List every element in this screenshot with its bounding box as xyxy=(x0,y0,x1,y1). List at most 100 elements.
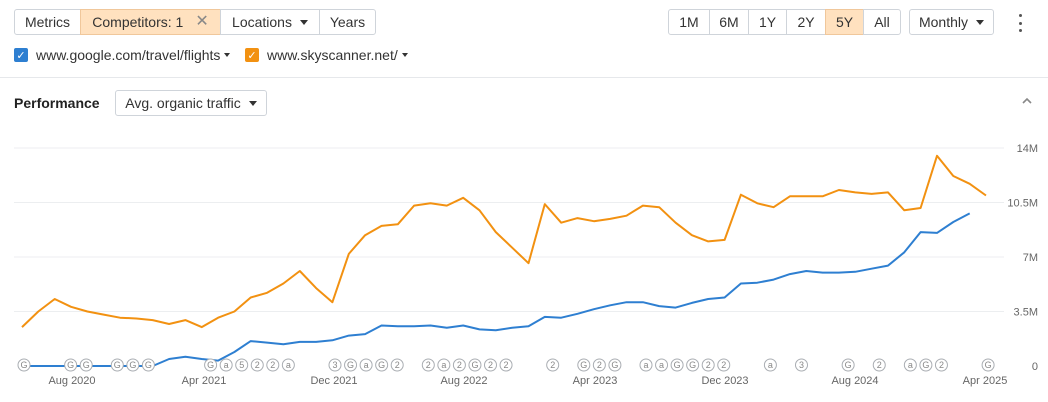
annotation-marker[interactable]: 2 xyxy=(250,358,264,372)
annotation-marker[interactable]: G xyxy=(126,358,140,372)
svg-text:G: G xyxy=(114,360,121,370)
x-tick-label: Aug 2024 xyxy=(831,375,878,387)
svg-text:3: 3 xyxy=(799,360,804,370)
x-tick-label: Apr 2023 xyxy=(573,375,618,387)
annotation-marker[interactable]: 2 xyxy=(546,358,560,372)
svg-text:G: G xyxy=(67,360,74,370)
annotation-marker[interactable]: 2 xyxy=(872,358,886,372)
svg-text:G: G xyxy=(985,360,992,370)
svg-text:a: a xyxy=(643,360,648,370)
chevron-down-icon[interactable] xyxy=(224,53,231,57)
range-5y-button[interactable]: 5Y xyxy=(825,9,864,35)
annotation-marker[interactable]: G xyxy=(79,358,93,372)
annotation-marker[interactable]: G xyxy=(110,358,124,372)
range-all-button[interactable]: All xyxy=(863,9,901,35)
annotation-marker[interactable]: G xyxy=(17,358,31,372)
svg-text:2: 2 xyxy=(395,360,400,370)
annotation-marker[interactable]: a xyxy=(763,358,777,372)
annotation-marker[interactable]: a xyxy=(437,358,451,372)
svg-text:G: G xyxy=(378,360,385,370)
annotation-marker[interactable]: a xyxy=(219,358,233,372)
range-label: All xyxy=(874,14,890,30)
svg-text:a: a xyxy=(659,360,664,370)
svg-text:5: 5 xyxy=(239,360,244,370)
x-tick-label: Dec 2021 xyxy=(310,375,357,387)
chevron-up-icon[interactable] xyxy=(1022,96,1032,106)
metric-select-label: Avg. organic traffic xyxy=(125,95,241,111)
svg-text:G: G xyxy=(689,360,696,370)
annotation-marker[interactable]: 2 xyxy=(452,358,466,372)
annotation-marker[interactable]: 2 xyxy=(266,358,280,372)
range-2y-button[interactable]: 2Y xyxy=(786,9,826,35)
chevron-down-icon[interactable] xyxy=(401,53,408,57)
annotation-marker[interactable]: G xyxy=(577,358,591,372)
checkbox-checked-icon[interactable]: ✓ xyxy=(14,48,28,62)
locations-button[interactable]: Locations xyxy=(220,9,320,35)
legend-google-label: www.google.com/travel/flights xyxy=(36,47,221,63)
more-options-icon[interactable] xyxy=(1016,14,1024,32)
close-icon[interactable]: ✕ xyxy=(195,13,209,30)
svg-text:2: 2 xyxy=(488,360,493,370)
annotation-marker[interactable]: a xyxy=(903,358,917,372)
svg-text:3: 3 xyxy=(332,360,337,370)
annotation-marker[interactable]: 2 xyxy=(390,358,404,372)
annotation-marker[interactable]: 2 xyxy=(484,358,497,372)
annotation-marker[interactable]: 2 xyxy=(499,358,513,372)
interval-label: Monthly xyxy=(918,14,969,30)
annotation-marker[interactable]: 2 xyxy=(934,358,948,372)
range-1m-button[interactable]: 1M xyxy=(668,9,710,35)
metrics-label: Metrics xyxy=(24,14,71,30)
legend-skyscanner[interactable]: ✓ www.skyscanner.net/ xyxy=(245,47,408,63)
svg-text:2: 2 xyxy=(550,360,555,370)
svg-text:a: a xyxy=(224,360,229,370)
interval-select[interactable]: Monthly xyxy=(909,9,994,35)
annotation-marker[interactable]: 3 xyxy=(795,358,808,372)
x-tick-label: Dec 2023 xyxy=(701,375,748,387)
legend-google[interactable]: ✓ www.google.com/travel/flights xyxy=(14,47,231,63)
range-label: 6M xyxy=(719,14,739,30)
svg-text:a: a xyxy=(768,360,773,370)
annotation-marker[interactable]: G xyxy=(141,358,155,372)
annotation-marker[interactable]: a xyxy=(655,358,669,372)
annotation-marker[interactable]: G xyxy=(64,358,78,372)
series-line[interactable] xyxy=(22,212,971,367)
annotation-marker[interactable]: a xyxy=(359,358,373,372)
annotation-marker[interactable]: a xyxy=(639,358,653,372)
competitors-button[interactable]: Competitors: 1 ✕ xyxy=(80,9,221,35)
annotation-marker[interactable]: G xyxy=(468,358,482,372)
series-line[interactable] xyxy=(21,154,987,329)
checkbox-checked-icon[interactable]: ✓ xyxy=(245,48,259,62)
panel-title: Performance xyxy=(14,95,100,111)
metrics-button[interactable]: Metrics xyxy=(14,9,81,35)
range-6m-button[interactable]: 6M xyxy=(709,9,749,35)
svg-text:a: a xyxy=(908,360,913,370)
range-label: 1M xyxy=(679,14,699,30)
annotation-marker[interactable]: G xyxy=(981,358,995,372)
locations-label: Locations xyxy=(232,14,292,30)
annotation-marker[interactable]: 5 xyxy=(235,358,249,372)
annotation-marker[interactable]: 3 xyxy=(328,358,342,372)
range-1y-button[interactable]: 1Y xyxy=(748,9,787,35)
annotation-marker[interactable]: 2 xyxy=(701,358,715,372)
annotation-marker[interactable]: G xyxy=(670,358,684,372)
annotation-marker[interactable]: G xyxy=(375,358,389,372)
svg-text:2: 2 xyxy=(721,360,726,370)
svg-text:G: G xyxy=(611,360,618,370)
annotation-marker[interactable]: G xyxy=(841,358,855,372)
range-label: 2Y xyxy=(797,14,815,30)
annotation-marker[interactable]: G xyxy=(344,358,358,372)
svg-text:G: G xyxy=(845,360,852,370)
annotation-marker[interactable]: G xyxy=(686,358,700,372)
svg-text:2: 2 xyxy=(426,360,431,370)
svg-text:2: 2 xyxy=(457,360,462,370)
annotation-marker[interactable]: G xyxy=(204,358,218,372)
years-label: Years xyxy=(329,14,366,30)
annotation-marker[interactable]: 2 xyxy=(421,358,435,372)
annotation-marker[interactable]: a xyxy=(281,358,295,372)
annotation-marker[interactable]: G xyxy=(608,358,622,372)
years-button[interactable]: Years xyxy=(319,9,376,35)
metric-select[interactable]: Avg. organic traffic xyxy=(115,90,267,116)
annotation-marker[interactable]: 2 xyxy=(592,358,606,372)
annotation-marker[interactable]: G xyxy=(919,358,933,372)
annotation-marker[interactable]: 2 xyxy=(717,358,731,372)
